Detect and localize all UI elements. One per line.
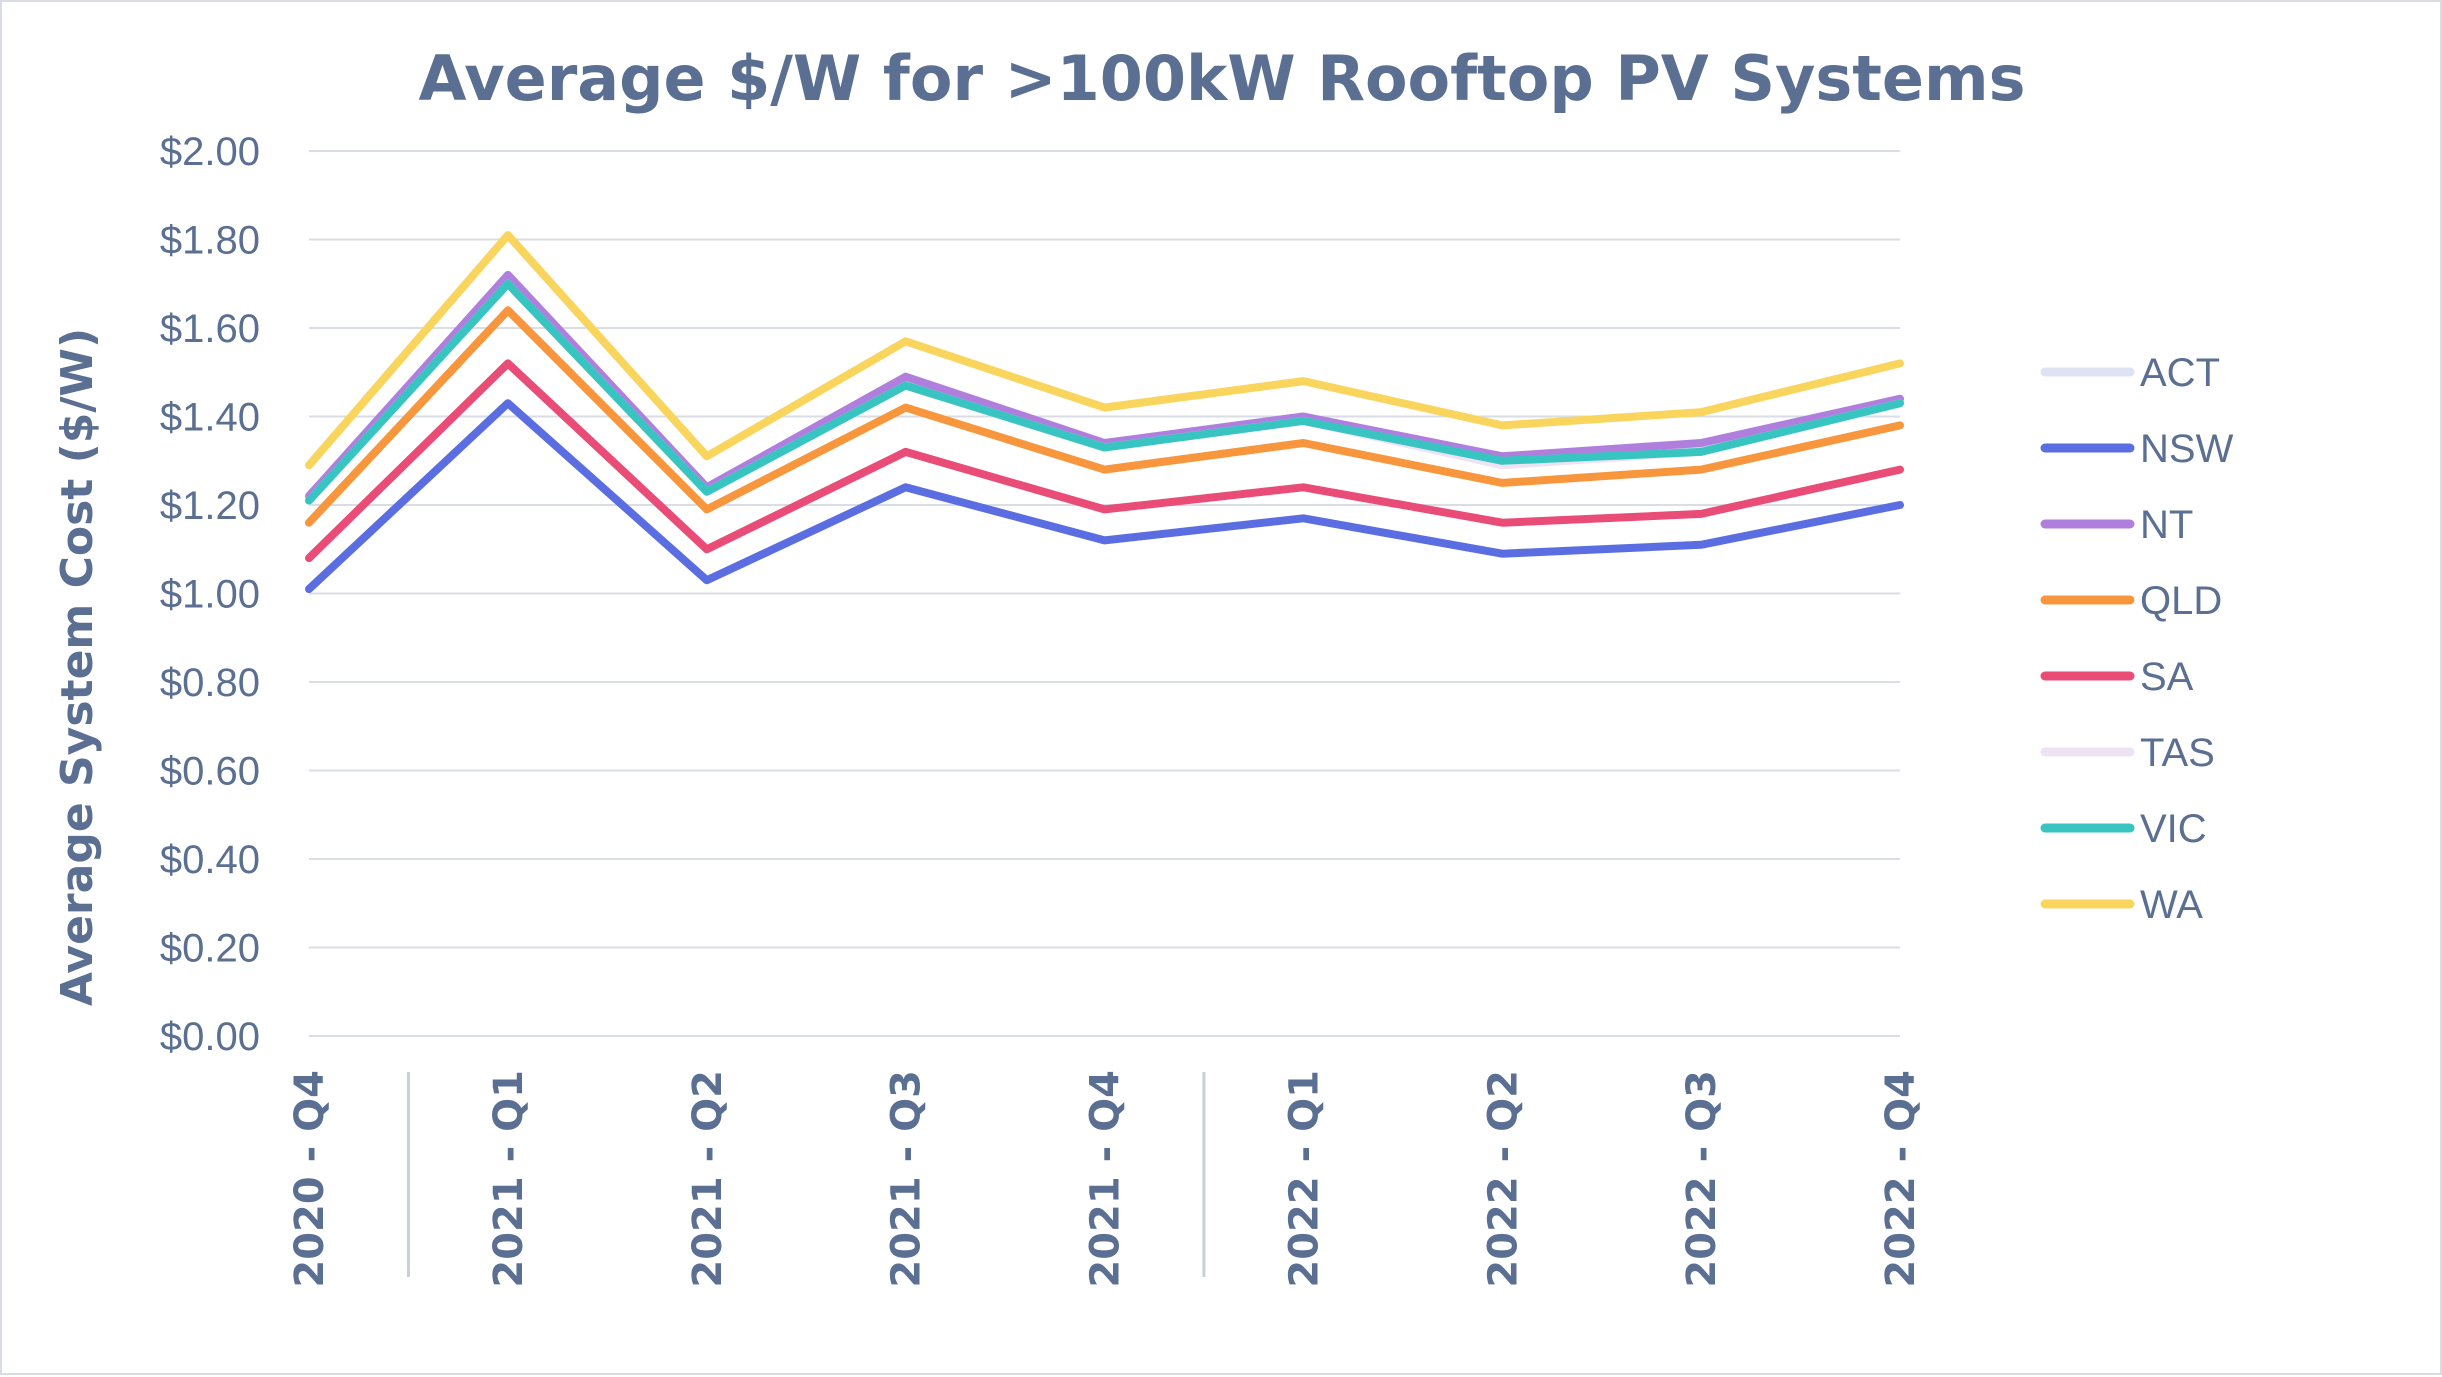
gridlines <box>309 150 1900 1037</box>
legend-label-act: ACT <box>2140 351 2220 395</box>
y-tick-label: $1.80 <box>160 219 260 263</box>
series-line-nsw <box>305 399 1904 594</box>
legend-label-wa: WA <box>2140 883 2203 927</box>
y-tick-label: $0.40 <box>160 838 260 882</box>
x-tick-label: 2022 - Q1 <box>1281 1070 1327 1288</box>
series-line-nt <box>305 270 1904 501</box>
legend-label-qld: QLD <box>2140 579 2222 623</box>
series-line-sa <box>305 359 1904 563</box>
y-axis-ticks: $0.00 $0.20 $0.40 $0.60 $0.80 $1.00 $1.20 $1.40… <box>160 130 260 1059</box>
x-tick-label: 2020 - Q4 <box>287 1070 333 1288</box>
legend-label-vic: VIC <box>2140 807 2207 851</box>
x-tick-label: 2022 - Q3 <box>1679 1070 1725 1288</box>
year-separators <box>406 1072 1206 1277</box>
x-tick-label: 2021 - Q2 <box>685 1070 731 1288</box>
chart-title: Average $/W for >100kW Rooftop PV System… <box>418 42 2025 115</box>
x-tick-label: 2022 - Q2 <box>1480 1070 1526 1288</box>
legend-label-sa: SA <box>2140 655 2194 699</box>
x-tick-label: 2021 - Q4 <box>1083 1070 1129 1288</box>
legend-label-nsw: NSW <box>2140 427 2234 471</box>
x-axis-ticks: 2020 - Q4 2021 - Q1 2021 - Q2 2021 - Q3 2021… <box>287 1070 1924 1288</box>
x-tick-label: 2022 - Q4 <box>1878 1070 1924 1288</box>
y-tick-label: $1.00 <box>160 573 260 617</box>
legend: ACT NSW NT QLD SA TAS VIC WA <box>2040 351 2234 927</box>
series-lines <box>305 231 1904 594</box>
y-tick-label: $0.00 <box>160 1015 260 1059</box>
y-tick-label: $1.40 <box>160 396 260 440</box>
x-tick-label: 2021 - Q3 <box>884 1070 930 1288</box>
series-line-wa <box>305 231 1904 470</box>
y-tick-label: $0.60 <box>160 750 260 794</box>
series-line-vic <box>305 279 1904 505</box>
y-tick-label: $1.60 <box>160 307 260 351</box>
legend-label-nt: NT <box>2140 503 2193 547</box>
legend-label-tas: TAS <box>2140 731 2215 775</box>
y-tick-label: $1.20 <box>160 484 260 528</box>
x-tick-label: 2021 - Q1 <box>486 1070 532 1288</box>
y-tick-label: $2.00 <box>160 130 260 174</box>
series-line-qld <box>305 306 1904 527</box>
y-tick-label: $0.80 <box>160 661 260 705</box>
y-axis-title: Average System Cost ($/W) <box>52 328 103 1006</box>
y-tick-label: $0.20 <box>160 927 260 971</box>
